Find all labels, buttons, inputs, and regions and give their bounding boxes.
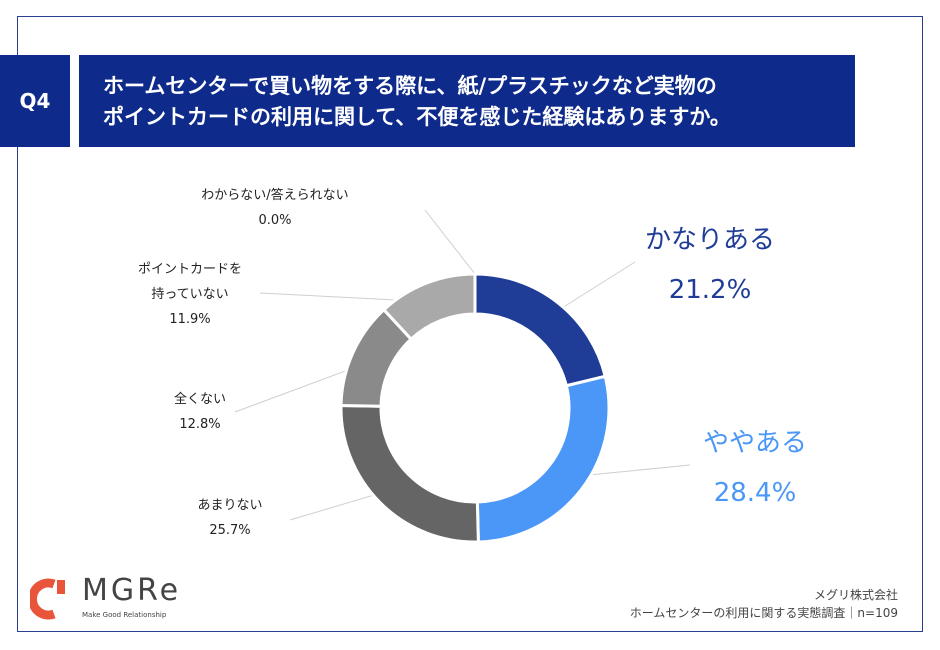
slice-4 [381,272,477,342]
question-title: ホームセンターで買い物をする際に、紙/プラスチックなど実物の ポイントカードの利… [79,55,855,147]
label-name: 全くない [173,392,226,407]
slice-1 [475,374,611,544]
brand-tagline: Make Good Relationship [82,611,167,619]
label-value: 12.8% [179,417,221,432]
label-name: 持っていない [151,287,229,302]
label-name: ややある [702,428,807,458]
label-value: 0.0% [258,213,292,228]
label-name: あまりない [197,498,263,513]
label-value: 11.9% [169,312,211,327]
label-no-card: ポイントカードを 持っていない 11.9% [110,257,270,332]
slice-2 [339,403,480,544]
label-kanari: かなりある 21.2% [630,215,790,315]
label-yaya: ややある 28.4% [675,418,835,518]
label-value: 25.7% [209,523,251,538]
label-name: かなりある [644,225,775,255]
frame-border [17,16,923,632]
label-name: ポイントカードを [137,262,242,277]
label-name: わからない/答えられない [201,188,349,203]
title-line-2: ポイントカードの利用に関して、不便を感じた経験はありますか。 [103,105,731,129]
leader-line-5 [424,209,476,275]
question-number: Q4 [0,55,70,147]
label-amari: あまりない 25.7% [170,493,290,543]
mgre-logo-icon [30,578,65,620]
label-value: 21.2% [668,275,752,305]
survey-info: ホームセンターの利用に関する実態調査｜n=109 [629,606,898,620]
label-mattaku: 全くない 12.8% [140,387,260,437]
slice-0 [473,272,608,388]
footer-source: メグリ株式会社 ホームセンターの利用に関する実態調査｜n=109 [630,586,898,622]
company-name: メグリ株式会社 [813,588,898,602]
title-line-1: ホームセンターで買い物をする際に、紙/プラスチックなど実物の [103,74,717,98]
label-unknown: わからない/答えられない 0.0% [175,183,375,233]
label-value: 28.4% [713,478,797,508]
brand-name: MGRe [82,573,182,608]
